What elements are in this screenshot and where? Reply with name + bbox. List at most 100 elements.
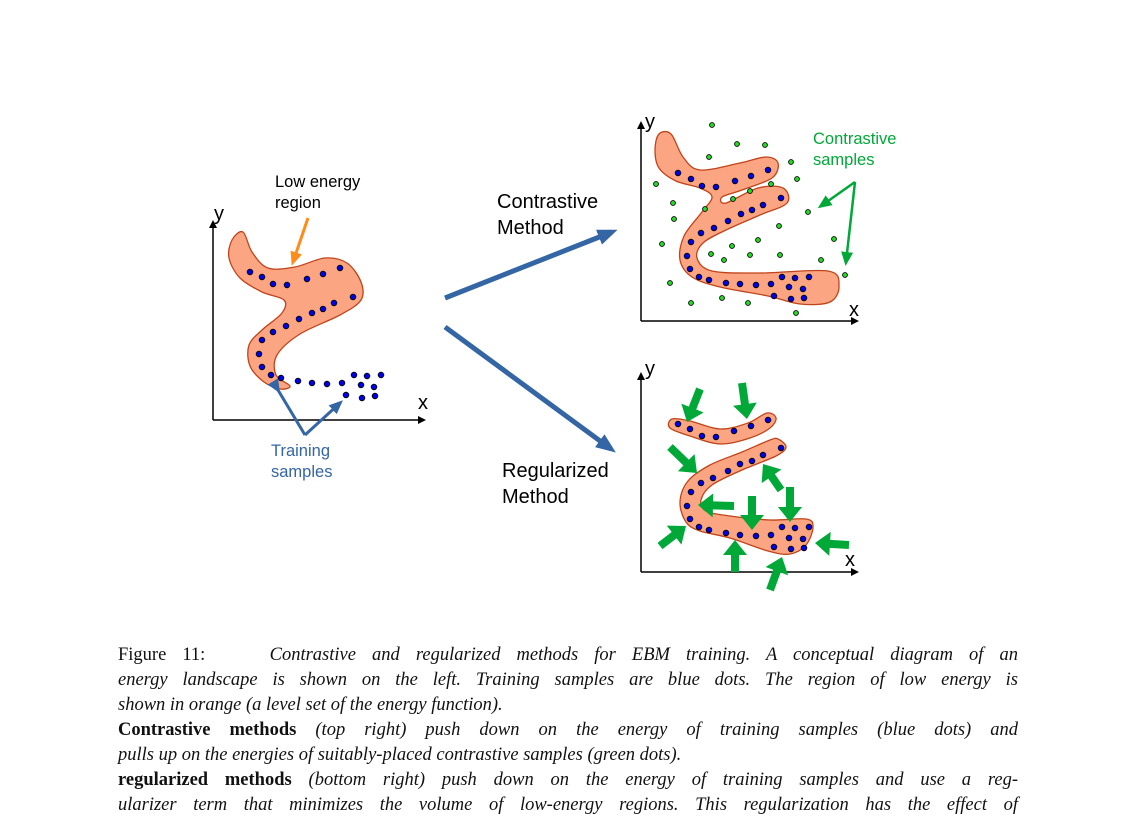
training-dot [695,523,703,531]
training-dot [687,238,695,246]
training-dot [269,280,277,288]
contrastive-dot [762,142,768,148]
low-energy-region-upper [667,412,777,445]
green-push-arrow [815,531,850,556]
training-dot [357,381,365,389]
training-dot [319,270,327,278]
training-dot [336,264,344,272]
training-dot [767,531,775,539]
contrastive-samples [653,122,848,316]
training-dot [724,467,732,475]
training-dot [805,273,813,281]
training-dot [705,526,713,534]
training-dot [778,523,786,531]
green-push-arrow [733,382,757,419]
green-push-arrow [723,540,747,572]
contrastive-dot [777,252,783,258]
contrastive-dot [831,236,837,242]
regularized-arrow [443,324,616,453]
training-dot [350,371,358,379]
training-dot [737,210,745,218]
training-dot [787,295,795,303]
training-dot [712,433,720,441]
training-dot [377,371,385,379]
y-axis-label: y [645,111,655,133]
contrastive-dot [755,237,761,243]
training-dot [787,545,795,553]
training-samples-label: Training samples [271,442,332,481]
low-energy-label: Low energy region [275,173,361,212]
training-dot [805,523,813,531]
training-dot [338,379,346,387]
training-samples [246,264,385,402]
contrastive-dot [721,257,727,263]
figure-label: Figure 11: [118,645,206,665]
training-dot [277,374,285,382]
contrastive-panel: y x Contrastive samples [637,111,896,325]
training-dot [759,201,767,209]
training-dot [246,268,254,276]
training-dot [785,283,793,291]
training-dot [283,281,291,289]
training-dot [724,217,732,225]
contrastive-dot [688,300,694,306]
training-dot [748,206,756,214]
training-dot [686,425,694,433]
green-push-arrow [778,487,802,522]
caption-text: (top right) push down on the energy of t… [315,720,1019,740]
contrastive-dot [805,209,811,215]
green-push-arrow [765,557,789,592]
training-dot [705,276,713,284]
contrastive-dot [709,122,715,128]
contrastive-samples-arrow-2 [841,181,857,266]
regularized-method-label: Regularized Method [502,460,609,508]
training-dot [269,328,277,336]
contrastive-dot [768,181,774,187]
contrastive-dot [702,206,708,212]
green-push-arrow [681,387,704,422]
training-dot [799,285,807,293]
training-dot [295,315,303,323]
contrastive-dot [776,223,782,229]
green-push-arrow [761,464,785,493]
contrastive-dot [659,241,665,247]
contrastive-dot [747,252,753,258]
caption-line: pulls up on the energies of suitably-pla… [118,745,682,765]
training-dot [736,280,744,288]
caption-line: ularizer term that minimizes the volume … [118,795,1018,815]
contrastive-dot [794,176,800,182]
contrastive-dot [788,159,794,165]
training-dot [778,273,786,281]
regularizer-push-arrows [657,382,850,592]
training-dot [687,175,695,183]
training-dot [710,224,718,232]
contrastive-arrow [444,229,618,301]
caption-line: regularized methods (bottom right) push … [118,768,1018,793]
contrastive-dot [747,188,753,194]
regularized-methods-term: regularized methods [118,770,292,790]
training-dot [258,336,266,344]
training-dot [777,194,785,202]
training-dot [752,281,760,289]
training-dot [736,460,744,468]
training-dot [764,416,772,424]
contrastive-methods-term: Contrastive methods [118,720,297,740]
training-dot [698,432,706,440]
training-dot [294,377,302,385]
training-dot [687,488,695,496]
caption-line: Contrastive methods (top right) push dow… [118,718,1018,743]
training-dot [683,502,691,510]
training-dot [674,420,682,428]
training-dot [695,273,703,281]
caption-line: energy landscape is shown on the left. T… [118,670,1018,690]
y-axis-label: y [645,358,655,380]
training-dot [370,383,378,391]
contrastive-dot [729,243,735,249]
training-dot [342,391,350,399]
training-dot [674,169,682,177]
training-dot [800,544,808,552]
training-dot [686,265,694,273]
training-dot [258,273,266,281]
training-dot [736,531,744,539]
training-dot [722,529,730,537]
